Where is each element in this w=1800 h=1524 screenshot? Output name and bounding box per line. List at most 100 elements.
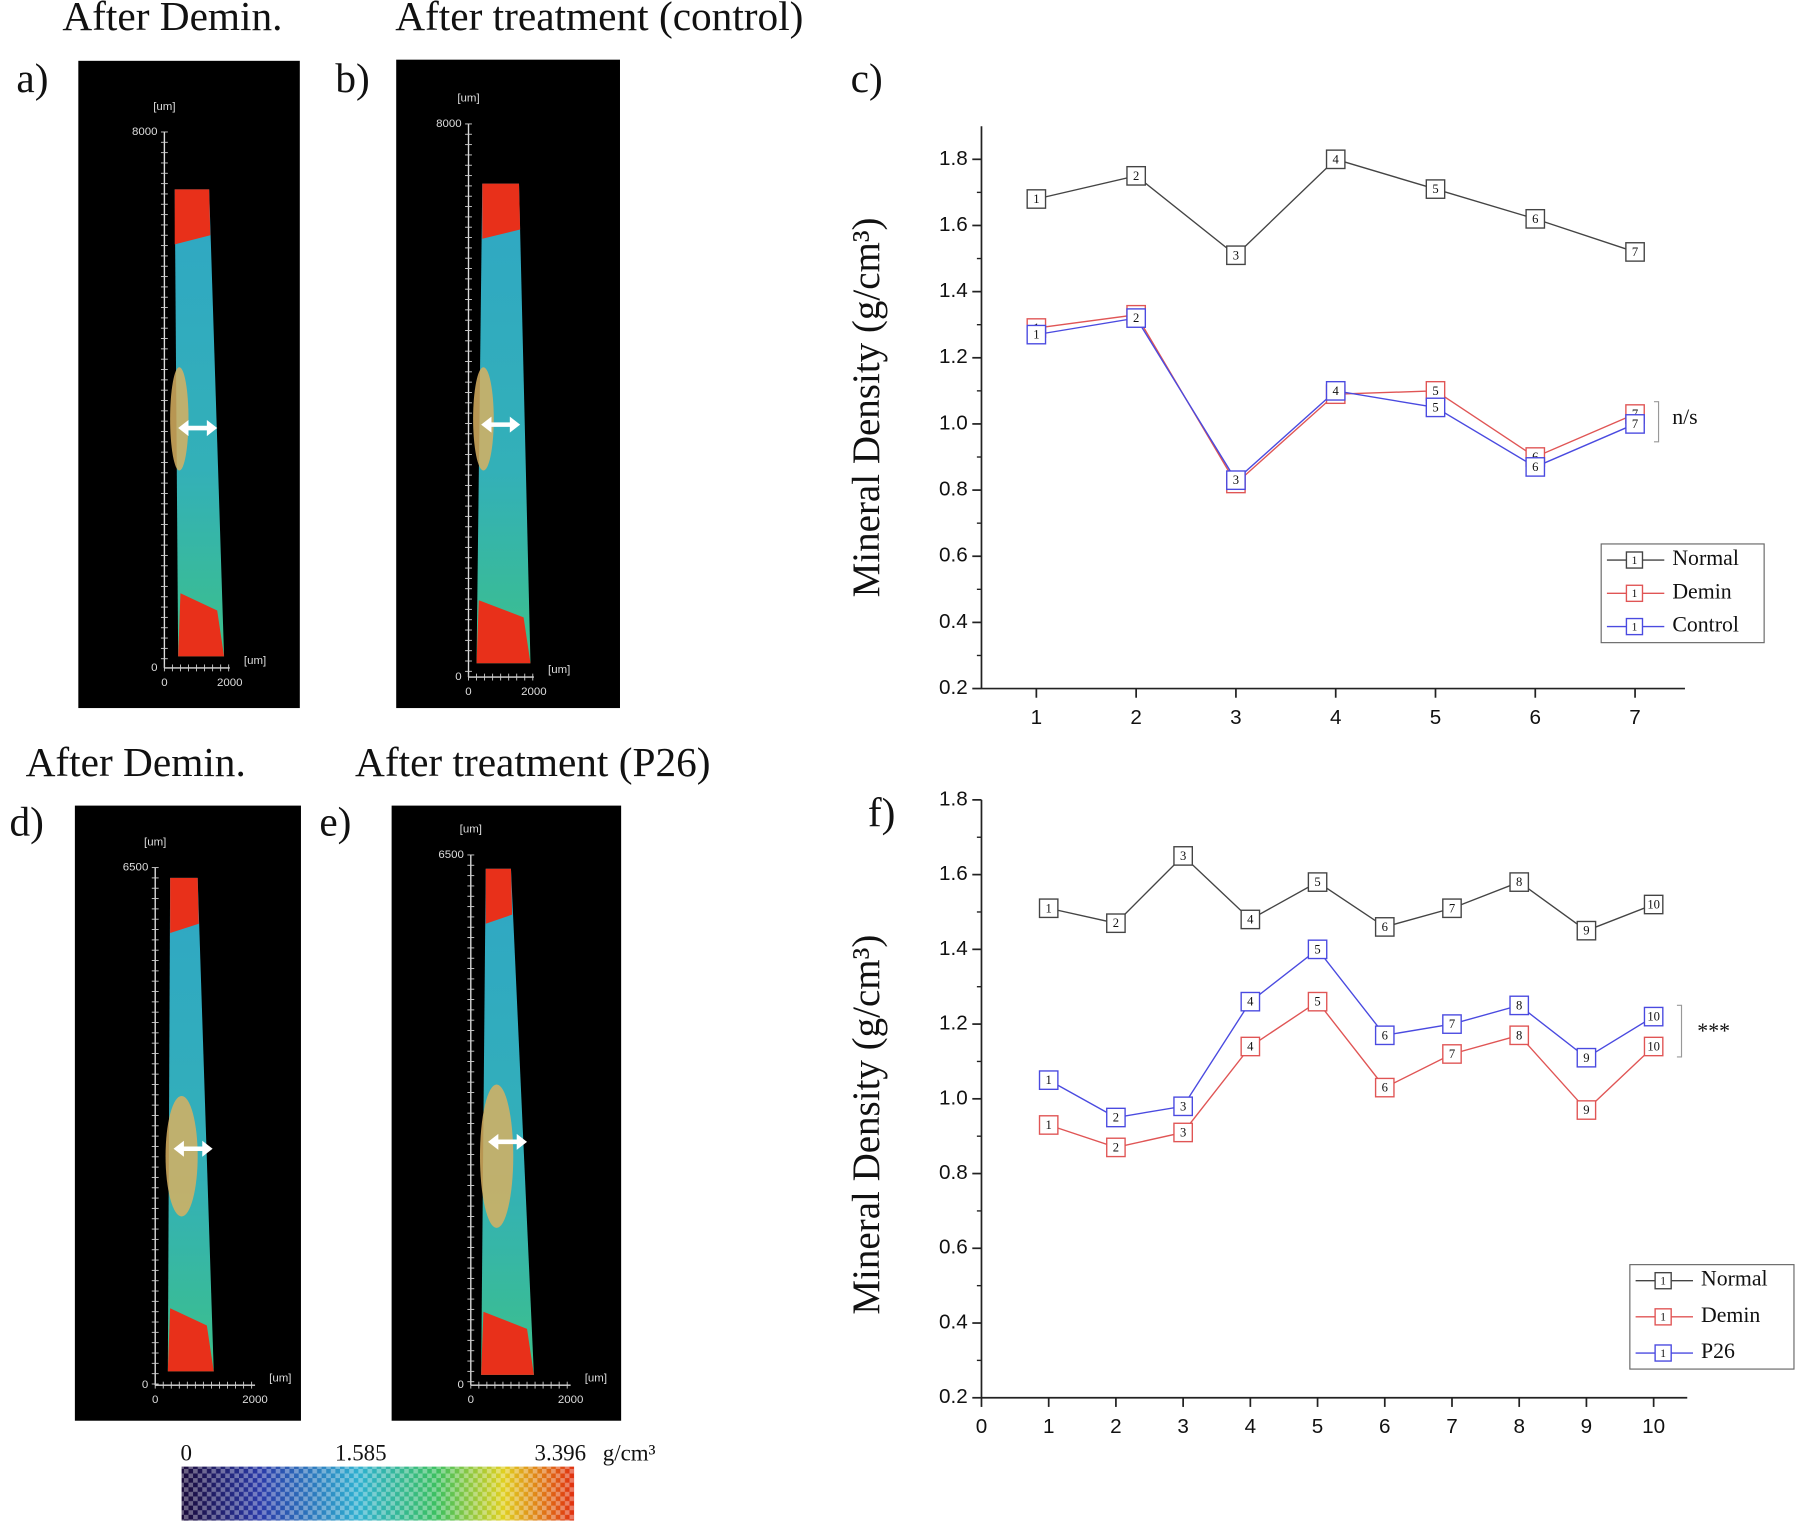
point-marker: [1625, 242, 1645, 262]
point-label: 7: [1632, 417, 1638, 431]
image-y-tick-label: 8000: [132, 126, 158, 138]
arrow-head: [206, 420, 218, 437]
point-marker: [1509, 872, 1530, 892]
panel-label: f): [868, 790, 896, 837]
enamel-top: [170, 877, 199, 933]
point-marker: [1325, 380, 1346, 401]
point-label: 9: [1583, 924, 1589, 938]
lesion: [473, 367, 494, 471]
legend-marker-label: 1: [1660, 1312, 1666, 1324]
x-tick-label: 2: [1130, 706, 1141, 729]
y-tick-label: 1.8: [939, 147, 968, 170]
image-y-tick-label: 8000: [436, 118, 462, 130]
image-x-unit: [um]: [269, 1372, 291, 1384]
y-tick-label: 0.8: [939, 1161, 968, 1184]
point-marker: [1442, 898, 1462, 919]
point-label: 7: [1632, 407, 1638, 421]
point-marker: [1442, 1044, 1462, 1064]
point-marker: [1576, 1047, 1597, 1068]
legend-marker: [1654, 1271, 1672, 1290]
y-tick-label: 0.2: [939, 676, 968, 699]
image-x-tick-label: 2000: [521, 686, 547, 698]
arrow-head: [509, 416, 521, 433]
point-marker: [1374, 1077, 1395, 1098]
y-tick-label: 1.2: [939, 1012, 968, 1035]
image-y-tick-label: 0: [151, 662, 157, 674]
point-label: 1: [1046, 901, 1052, 915]
series-line: [1048, 948, 1654, 1119]
point-label: 5: [1432, 384, 1438, 398]
x-tick-label: 6: [1530, 706, 1541, 729]
x-tick-label: 1: [1031, 706, 1042, 729]
point-marker: [1509, 995, 1530, 1016]
arrow-head: [202, 1140, 213, 1157]
image-y-unit: [um]: [153, 101, 175, 113]
legend-marker: [1625, 584, 1644, 603]
point-label: 8: [1516, 875, 1522, 889]
x-tick-label: 4: [1245, 1415, 1256, 1438]
point-label: 4: [1247, 912, 1254, 926]
arrow-head: [516, 1133, 528, 1150]
point-marker: [1425, 179, 1446, 199]
significance-bracket: [1653, 401, 1660, 443]
point-marker: [1026, 189, 1047, 209]
point-marker: [1643, 1036, 1664, 1057]
point-label: 10: [1647, 1010, 1660, 1024]
image-x-unit: [um]: [244, 655, 266, 667]
point-marker: [1374, 1025, 1395, 1046]
enamel-top: [482, 183, 521, 239]
point-marker: [1643, 1006, 1664, 1027]
legend-marker: [1625, 551, 1644, 569]
point-marker: [1325, 149, 1346, 170]
point-label: 6: [1382, 920, 1388, 934]
point-marker: [1226, 245, 1246, 266]
legend-label: Normal: [1672, 546, 1739, 570]
x-tick-label: 5: [1430, 706, 1441, 729]
tooth-slice: [174, 189, 225, 657]
x-tick-label: 7: [1446, 1415, 1457, 1438]
x-tick-label: 1: [1043, 1415, 1054, 1438]
enamel-bottom: [476, 600, 531, 664]
point-label: 7: [1449, 901, 1455, 915]
lesion: [479, 1084, 514, 1228]
point-marker: [1509, 1025, 1530, 1046]
arrow-head: [488, 1133, 499, 1150]
y-tick-label: 0.6: [939, 544, 968, 567]
image-y-unit: [um]: [460, 824, 482, 836]
point-marker: [1374, 917, 1395, 937]
y-tick-label: 0.6: [939, 1236, 968, 1259]
point-marker: [1126, 165, 1147, 186]
legend-marker: [1654, 1344, 1672, 1362]
point-label: 6: [1382, 1028, 1388, 1042]
y-tick-label: 1.2: [939, 345, 968, 368]
y-tick-label: 1.6: [939, 213, 968, 236]
point-marker: [1026, 324, 1047, 345]
point-label: 2: [1133, 311, 1139, 325]
point-label: 6: [1382, 1081, 1388, 1095]
image-y-tick-label: 0: [455, 671, 461, 683]
enamel-bottom: [481, 1311, 534, 1375]
point-label: 5: [1432, 182, 1438, 196]
arrow-head: [481, 416, 492, 433]
enamel-top: [174, 189, 211, 245]
series-line: [1048, 854, 1654, 932]
y-tick-label: 0.2: [939, 1385, 968, 1408]
image-y-tick-label: 6500: [123, 862, 149, 874]
point-label: 10: [1647, 1040, 1660, 1054]
significance-annotation: ***: [1697, 1019, 1730, 1043]
point-marker: [1307, 872, 1328, 892]
image-y-tick-label: 0: [142, 1379, 148, 1391]
point-marker: [1425, 397, 1446, 418]
legend-marker-label: 1: [1660, 1348, 1666, 1360]
y-tick-label: 1.0: [939, 411, 968, 434]
point-label: 4: [1333, 384, 1340, 398]
lesion: [165, 1095, 198, 1217]
point-label: 3: [1180, 1125, 1186, 1139]
point-marker: [1442, 1014, 1462, 1034]
legend-marker-label: 1: [1632, 621, 1638, 633]
y-tick-label: 1.4: [939, 279, 968, 302]
x-tick-label: 5: [1312, 1415, 1323, 1438]
point-label: 9: [1583, 1103, 1589, 1117]
point-label: 7: [1449, 1047, 1455, 1061]
